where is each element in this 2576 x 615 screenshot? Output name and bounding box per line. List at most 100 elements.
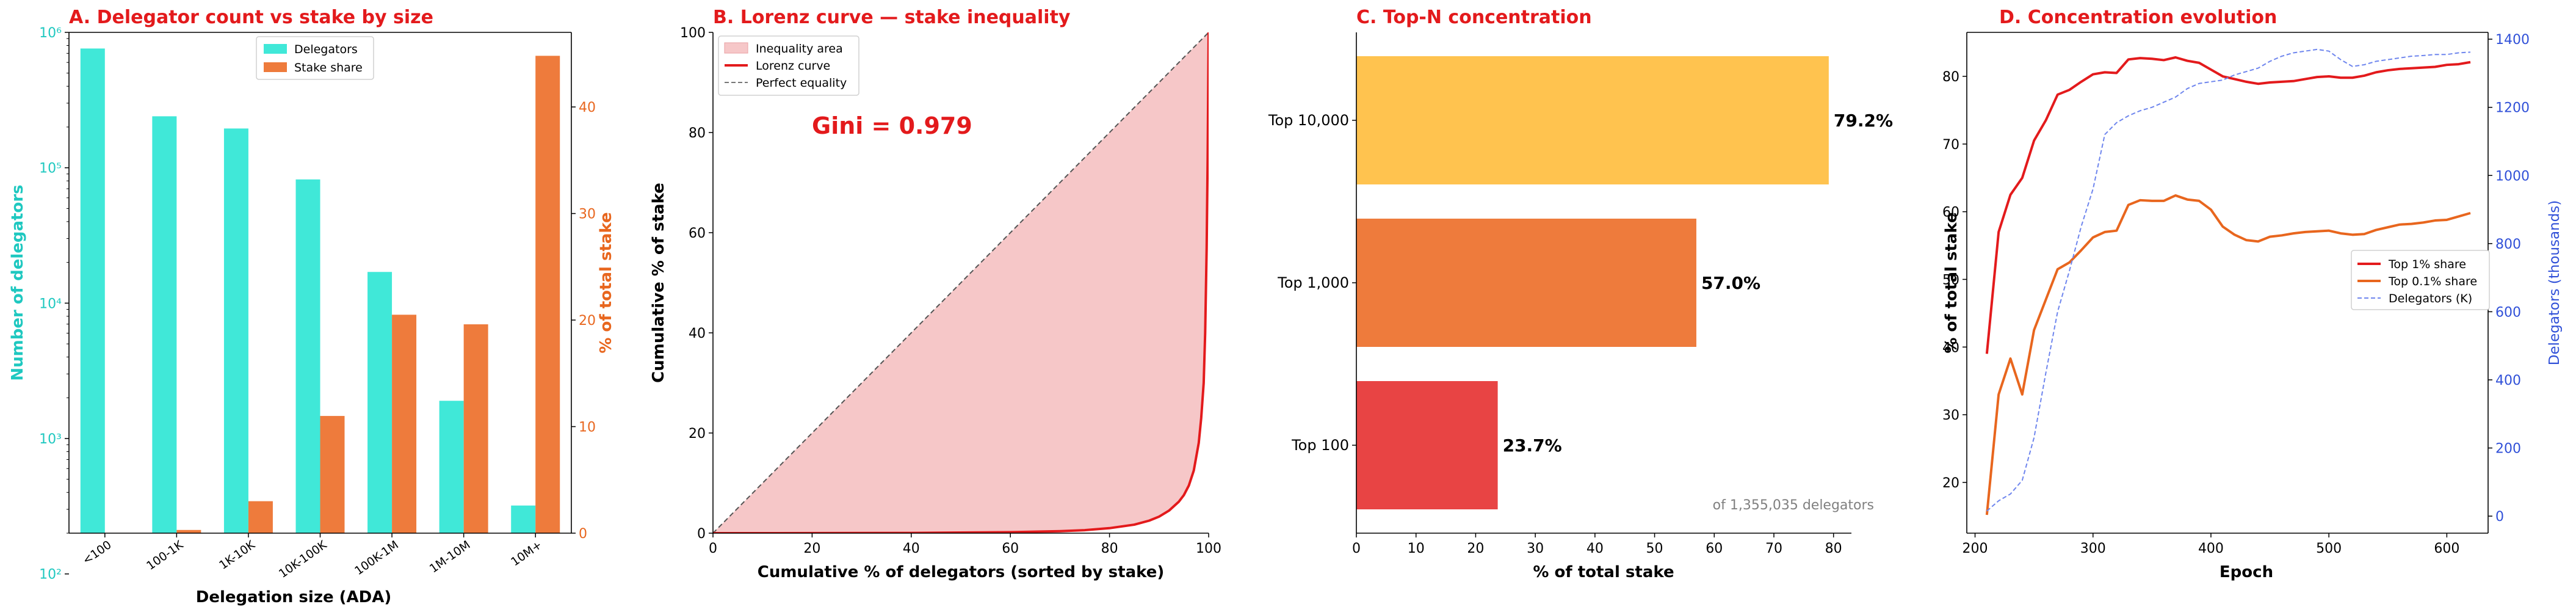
y-tick-label: 60 <box>1942 205 1959 220</box>
panel-d-xlabel: Epoch <box>2220 563 2273 581</box>
stake-share-bar <box>392 315 417 533</box>
panel-c-title: C. Top-N concentration <box>1356 7 1592 28</box>
delegators-bar <box>295 179 320 533</box>
x-tick-label: 200 <box>1963 541 1988 556</box>
y2-tick-label: 30 <box>579 207 596 222</box>
legend-stake-swatch <box>264 62 287 72</box>
legend-equality-label: Perfect equality <box>756 76 847 90</box>
x-tick-label: 50 <box>1646 541 1663 556</box>
x-tick-label: 60 <box>1002 541 1019 556</box>
stake-share-bar <box>176 529 201 533</box>
stake-share-bar <box>248 501 273 533</box>
perfect-equality-line <box>712 32 1209 534</box>
top-1pct-line <box>1985 56 2471 354</box>
y2-tick-label: 1000 <box>2495 169 2530 184</box>
y-tick-label: 60 <box>689 226 706 241</box>
panel-a-xlabel: Delegation size (ADA) <box>196 588 391 606</box>
y-tick-label: Top 1,000 <box>1277 274 1349 291</box>
x-tick-label: 400 <box>2198 541 2224 556</box>
lorenz-curve <box>713 32 1209 533</box>
legend-delegators-line-label: Delegators (K) <box>2389 292 2472 305</box>
concentration-bar <box>1356 56 1829 184</box>
panel-d-ylabel: % of total stake <box>1942 212 1961 353</box>
y2-tick-label: 0 <box>2495 509 2504 525</box>
y2-tick-label: 40 <box>579 100 596 115</box>
panel-b-legend: Inequality area Lorenz curve Perfect equ… <box>718 35 859 96</box>
panel-c: C. Top-N concentration 79.2% 57.0% 23.7% T… <box>1268 7 1893 581</box>
x-tick-label: 40 <box>903 541 920 556</box>
panel-a-y2label: % of total stake <box>597 212 615 353</box>
bar-value-label: 57.0% <box>1701 273 1760 293</box>
panel-c-xlabel: % of total stake <box>1533 563 1674 581</box>
panel-d: D. Concentration evolution 200 300 400 500 6… <box>1942 7 2563 581</box>
y-tick-label: 40 <box>689 326 706 341</box>
legend-lorenz-label: Lorenz curve <box>756 59 830 73</box>
x-tick-label: 600 <box>2434 541 2459 556</box>
y2-tick-label: 20 <box>579 313 596 329</box>
x-tick-label: 0 <box>709 541 717 556</box>
y-tick-label: 10² <box>39 567 62 583</box>
y-tick-label: 10³ <box>39 432 62 447</box>
stake-share-bar <box>320 416 345 533</box>
x-tick-label: 60 <box>1706 541 1723 556</box>
gini-annotation: Gini = 0.979 <box>812 112 972 139</box>
top-0.1pct-line <box>1985 194 2471 515</box>
delegators-line <box>1986 48 2471 512</box>
x-tick-label: 20 <box>803 541 820 556</box>
y-tick-label: 20 <box>689 426 706 442</box>
y-tick-label: 10⁴ <box>39 296 62 311</box>
y-tick-label: 10⁵ <box>39 161 62 176</box>
panel-a-legend: Delegators Stake share <box>256 36 374 80</box>
y-tick-label: 0 <box>697 526 706 542</box>
y2-tick-label: 10 <box>579 420 596 435</box>
concentration-bar <box>1356 381 1498 509</box>
delegators-bar <box>511 505 536 533</box>
legend-delegators-swatch <box>264 44 287 54</box>
y-tick-label: 70 <box>1942 137 1959 153</box>
y2-tick-label: 1200 <box>2495 101 2530 116</box>
panel-d-title: D. Concentration evolution <box>1999 7 2277 28</box>
y2-tick-label: 400 <box>2495 373 2521 388</box>
y-tick-label: Top 10,000 <box>1268 112 1349 129</box>
stake-share-bar <box>463 324 488 533</box>
concentration-bar <box>1356 219 1696 347</box>
panel-d-y2label: Delegators (thousands) <box>2547 200 2563 365</box>
panel-d-legend: Top 1% share Top 0.1% share Delegators (… <box>2351 250 2490 310</box>
x-tick-label: 100 <box>1196 541 1221 556</box>
x-tick-label: 300 <box>2080 541 2106 556</box>
y-tick-label: 40 <box>1942 340 1959 355</box>
delegators-bar <box>367 272 393 533</box>
x-tick-label: 80 <box>1825 541 1842 556</box>
panel-c-footnote: of 1,355,035 delegators <box>1713 498 1874 513</box>
x-tick-label: 10 <box>1408 541 1425 556</box>
y-tick-label: 30 <box>1942 408 1959 423</box>
x-tick-label: 20 <box>1467 541 1484 556</box>
delegators-bar <box>223 128 248 533</box>
panel-a: A. Delegator count vs stake by size <100… <box>9 7 615 606</box>
y-tick-label: 10⁶ <box>39 26 62 41</box>
legend-inequality-swatch <box>724 42 748 54</box>
x-tick-label: 30 <box>1527 541 1544 556</box>
y2-tick-label: 200 <box>2495 442 2521 457</box>
bar-value-label: 79.2% <box>1834 111 1893 131</box>
panel-a-title: A. Delegator count vs stake by size <box>69 7 433 28</box>
y2-tick-label: 600 <box>2495 305 2521 320</box>
y-tick-label: Top 100 <box>1291 437 1349 454</box>
x-tick-label: 0 <box>1352 541 1361 556</box>
y2-tick-label: 800 <box>2495 237 2521 252</box>
y-tick-label: 100 <box>680 26 706 41</box>
y-tick-label: 50 <box>1942 272 1959 288</box>
stake-share-bar <box>535 56 560 533</box>
delegators-bar <box>439 401 464 533</box>
legend-stake-label: Stake share <box>294 61 363 75</box>
panel-a-ylabel: Number of delegators <box>9 184 27 380</box>
y-tick-label: 80 <box>1942 70 1959 85</box>
legend-top1-label: Top 1% share <box>2388 258 2466 271</box>
x-tick-label: 70 <box>1765 541 1782 556</box>
x-tick-label: 40 <box>1586 541 1604 556</box>
panel-b-xlabel: Cumulative % of delegators (sorted by st… <box>758 563 1164 581</box>
legend-top01-label: Top 0.1% share <box>2388 275 2477 288</box>
panel-b-ylabel: Cumulative % of stake <box>649 183 668 383</box>
legend-inequality-label: Inequality area <box>756 42 843 56</box>
